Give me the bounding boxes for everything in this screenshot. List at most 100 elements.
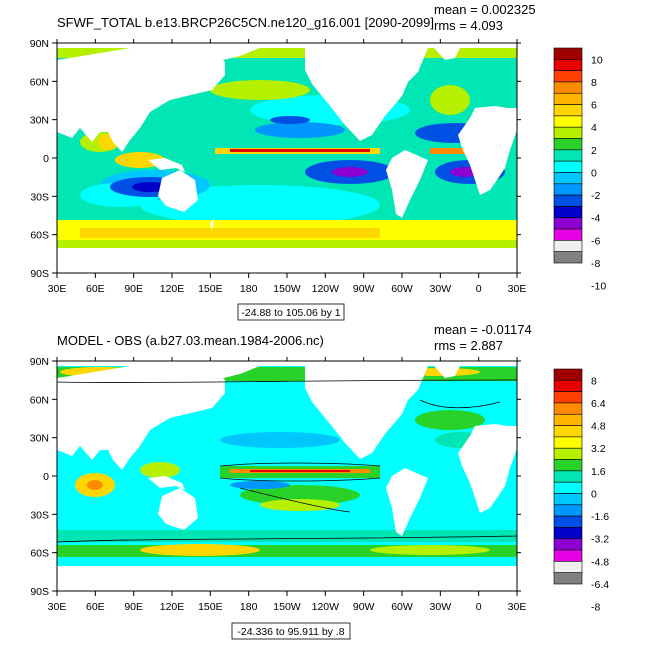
colorbar-label: 4.8 <box>591 421 606 433</box>
colorbar-swatch <box>553 402 583 415</box>
x-tick-label: 30E <box>508 283 527 295</box>
colorbar-label: -2 <box>591 190 600 202</box>
y-tick-label: 60N <box>30 394 49 406</box>
y-tick-label: 30N <box>30 433 49 445</box>
colorbar-swatch <box>553 481 583 494</box>
colorbar-label: -8 <box>591 602 600 614</box>
colorbar-label: 8 <box>591 77 597 89</box>
y-tick-label: 0 <box>43 471 49 483</box>
y-tick-label: 30S <box>30 509 49 521</box>
colorbar-swatch <box>553 217 583 230</box>
x-tick-label: 60E <box>86 601 105 613</box>
colorbar-swatch <box>553 251 583 264</box>
colorbar-swatch <box>553 228 583 241</box>
colorbar-swatch <box>553 538 583 551</box>
colorbar-swatch <box>553 104 583 117</box>
colorbar-swatch <box>553 413 583 426</box>
range-label: -24.88 to 105.06 by 1 <box>241 307 340 319</box>
panel-sfwf-total: SFWF_TOTAL b.e13.BRCP26C5CN.ne120_g16.00… <box>30 2 606 321</box>
x-tick-label: 150E <box>198 283 223 295</box>
colorbar-swatch <box>553 115 583 128</box>
x-tick-label: 60W <box>391 283 413 295</box>
colorbar-label: -4 <box>591 213 600 225</box>
colorbar-swatch <box>553 92 583 105</box>
x-tick-label: 90E <box>124 283 143 295</box>
x-tick-label: 180 <box>240 283 258 295</box>
colorbar-swatch <box>553 504 583 517</box>
axis-ticks: 30E 60E 90E 120E 150E 180 150W 120W 90W 60W 30W 0 30… <box>30 356 527 613</box>
colorbar-label: 6.4 <box>591 398 606 410</box>
x-tick-label: 30W <box>430 283 452 295</box>
colorbar-swatch <box>553 527 583 540</box>
colorbar-swatch <box>553 70 583 83</box>
colorbar-swatch <box>553 172 583 185</box>
y-tick-label: 60N <box>30 76 49 88</box>
colorbar-label: 8 <box>591 375 597 387</box>
mean-label: mean = 0.002325 <box>434 2 536 17</box>
colorbar-label: 0 <box>591 488 597 500</box>
colorbar-label: -10 <box>591 281 606 293</box>
y-tick-label: 90N <box>30 38 49 50</box>
panel-model-minus-obs: MODEL - OBS (a.b27.03.mean.1984-2006.nc)… <box>30 322 609 640</box>
y-tick-label: 0 <box>43 153 49 165</box>
colorbar-label: 10 <box>591 54 603 66</box>
rms-label: rms = 2.887 <box>434 338 503 353</box>
colorbar-swatch <box>553 561 583 573</box>
colorbar-label: -8 <box>591 258 600 270</box>
colorbar-swatch <box>553 470 583 483</box>
x-tick-label: 90E <box>124 601 143 613</box>
colorbar-label: -4.8 <box>591 556 609 568</box>
colorbar-swatch <box>553 459 583 472</box>
colorbar-swatch <box>553 368 583 381</box>
range-label: -24.336 to 95.911 by .8 <box>237 626 344 638</box>
colorbar-label: 0 <box>591 167 597 179</box>
colorbar-swatch <box>553 81 583 94</box>
colorbar-swatch <box>553 425 583 438</box>
colorbar-swatch <box>553 194 583 207</box>
colorbar-label: 3.2 <box>591 443 606 455</box>
x-tick-label: 150W <box>273 601 301 613</box>
colorbar-label: 2 <box>591 145 597 157</box>
colorbar-swatch <box>553 160 583 173</box>
colorbar-swatch <box>553 149 583 162</box>
x-tick-label: 30E <box>508 601 527 613</box>
colorbar-swatch <box>553 391 583 404</box>
colorbar-swatch <box>553 47 583 60</box>
y-tick-label: 30S <box>30 191 49 203</box>
panel-title: MODEL - OBS (a.b27.03.mean.1984-2006.nc) <box>57 333 324 348</box>
colorbar-swatch <box>553 126 583 139</box>
map-field <box>57 43 517 273</box>
rms-label: rms = 4.093 <box>434 18 503 33</box>
x-tick-label: 120W <box>312 601 340 613</box>
x-tick-label: 150W <box>273 283 301 295</box>
colorbar: 10 8 6 4 2 0 -2 -4 -6 -8 -10 <box>553 47 606 293</box>
panel-title: SFWF_TOTAL b.e13.BRCP26C5CN.ne120_g16.00… <box>57 15 434 30</box>
x-tick-label: 0 <box>476 283 482 295</box>
colorbar-swatch <box>553 515 583 528</box>
y-tick-label: 90N <box>30 356 49 368</box>
colorbar-swatch <box>553 436 583 449</box>
colorbar-label: 1.6 <box>591 466 606 478</box>
colorbar-swatch <box>553 447 583 460</box>
x-tick-label: 60W <box>391 601 413 613</box>
colorbar-swatch <box>553 493 583 506</box>
colorbar-label: -6 <box>591 235 600 247</box>
colorbar-swatch <box>553 549 583 562</box>
y-tick-label: 90S <box>30 586 49 598</box>
colorbar-swatch <box>553 206 583 219</box>
range-label-box <box>231 622 351 640</box>
x-tick-label: 0 <box>476 601 482 613</box>
colorbar-swatch <box>553 138 583 151</box>
x-tick-label: 90W <box>353 283 375 295</box>
x-tick-label: 90W <box>353 601 375 613</box>
x-tick-label: 120W <box>312 283 340 295</box>
colorbar-swatch <box>553 380 583 392</box>
y-tick-label: 60S <box>30 548 49 560</box>
colorbar-swatch <box>553 183 583 196</box>
x-tick-label: 180 <box>240 601 258 613</box>
x-tick-label: 30E <box>48 601 67 613</box>
axis-ticks: 30E 60E 90E 120E 150E 180 150W 120W 90W 60W 30W 0 30… <box>30 38 527 295</box>
colorbar-label: -1.6 <box>591 511 609 523</box>
colorbar-swatch <box>553 59 583 71</box>
